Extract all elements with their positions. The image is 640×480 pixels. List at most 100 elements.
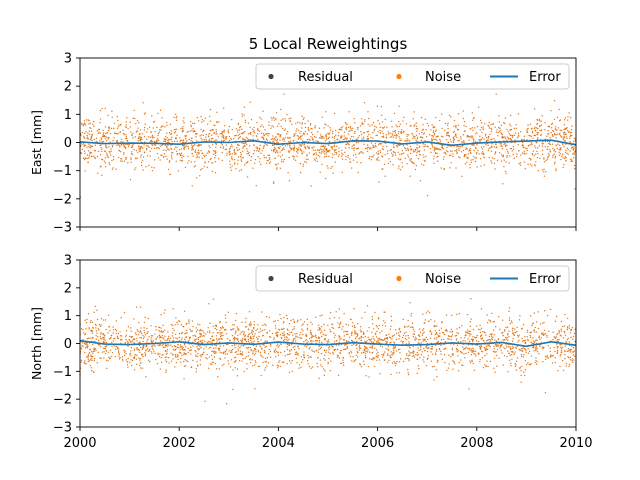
residual-point [208,140,210,141]
residual-point [154,147,156,149]
residual-point [566,127,567,129]
residual-point [400,139,402,141]
residual-point [457,140,459,142]
residual-point [340,137,341,139]
residual-point [296,135,298,136]
residual-point [350,138,351,140]
residual-point [510,125,512,127]
residual-point [209,138,210,140]
residual-point [314,127,316,129]
residual-point [147,145,149,147]
residual-point [534,145,536,147]
residual-point [234,163,236,165]
residual-point [84,120,85,122]
residual-point [514,157,515,159]
residual-point [158,139,160,141]
residual-point [191,185,193,187]
residual-point [467,158,469,159]
residual-point [175,138,177,140]
residual-point [104,136,106,137]
residual-point [530,144,532,146]
residual-point [539,145,540,147]
residual-point [563,132,564,134]
residual-point [213,150,215,151]
residual-point [509,137,511,139]
residual-point [191,144,193,146]
residual-point [303,117,305,119]
residual-point [280,156,281,158]
residual-point [198,144,199,145]
residual-point [416,155,417,156]
residual-point [247,176,248,178]
residual-point [421,132,423,133]
residual-point [319,152,320,153]
residual-point [450,162,452,164]
residual-point [133,110,135,111]
residual-point [556,148,558,149]
residual-point [152,144,153,146]
residual-point [137,157,138,159]
residual-point [471,135,472,137]
residual-point [329,132,330,134]
residual-point [104,150,106,152]
residual-point [503,143,505,145]
residual-point [469,128,471,130]
residual-point [435,153,437,154]
residual-point [363,132,364,134]
residual-point [170,139,172,140]
residual-point [505,172,507,174]
residual-point [213,153,214,155]
residual-point [292,156,294,157]
residual-point [108,137,110,138]
residual-point [542,143,544,144]
residual-point [422,124,424,125]
residual-point [202,131,204,132]
residual-point [369,156,371,158]
residual-point [284,137,286,138]
residual-point [97,172,99,174]
residual-point [349,158,351,160]
residual-point [560,153,561,154]
residual-point [173,116,175,118]
residual-point [241,169,242,171]
residual-point [196,117,198,118]
residual-point [392,134,393,136]
residual-point [421,139,422,141]
residual-point [253,127,255,128]
residual-point [165,155,167,157]
residual-point [268,125,270,126]
residual-point [88,130,90,132]
residual-point [442,136,444,138]
residual-point [525,147,526,149]
residual-point [85,131,87,133]
residual-point [569,150,571,152]
residual-point [105,146,107,147]
residual-point [500,124,502,126]
residual-point [431,144,433,146]
residual-point [433,138,435,140]
residual-point [265,133,267,135]
residual-point [370,159,372,161]
residual-point [504,137,506,139]
residual-point [464,121,466,122]
residual-point [166,158,168,160]
residual-point [317,141,318,142]
residual-point [523,135,525,137]
residual-point [275,139,276,141]
residual-point [223,130,224,132]
residual-point [183,145,185,147]
residual-point [354,131,356,132]
residual-point [215,172,216,174]
residual-point [101,148,103,150]
residual-point [298,137,300,139]
residual-point [140,129,141,131]
residual-point [276,133,278,135]
residual-point [248,155,250,156]
residual-point [215,146,217,148]
residual-point [454,135,456,137]
residual-point [181,157,183,159]
residual-point [573,157,575,159]
residual-point [502,148,503,149]
residual-point [276,149,278,151]
residual-point [445,153,447,155]
